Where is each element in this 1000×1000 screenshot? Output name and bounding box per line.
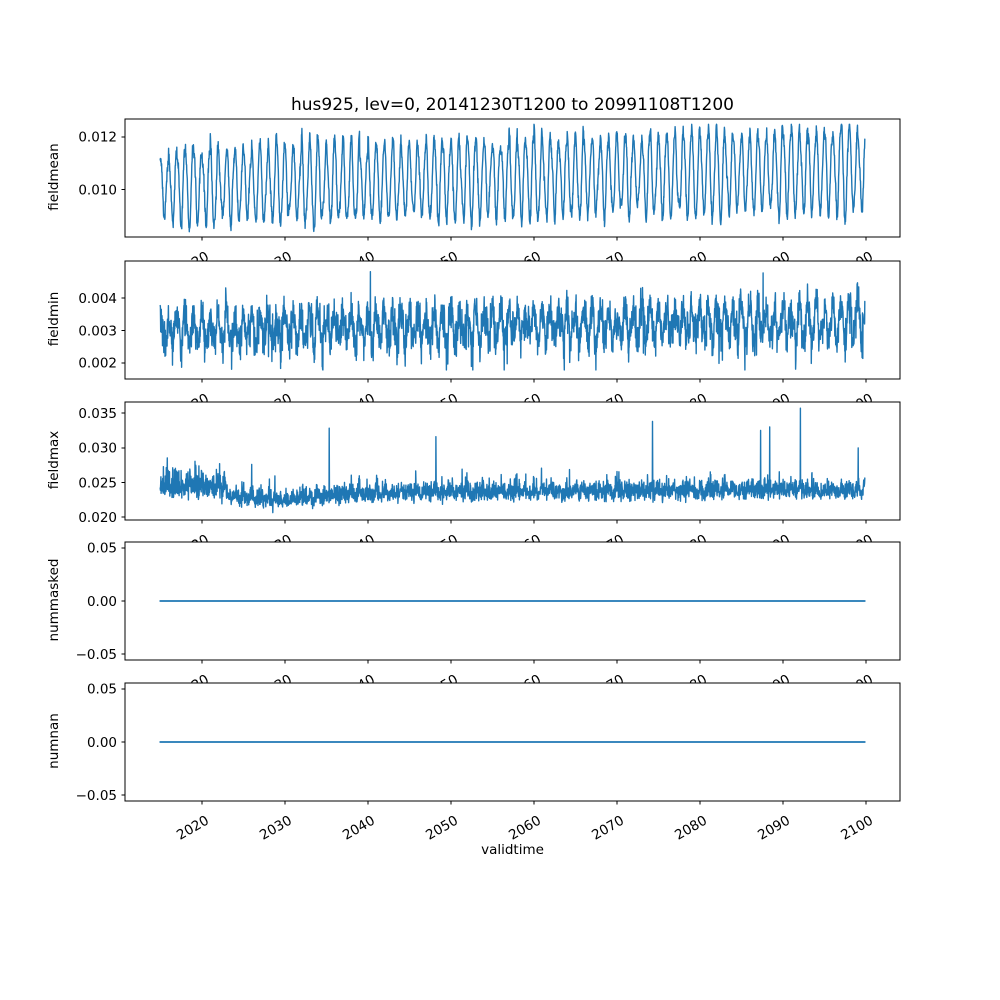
subplot-fieldmax: 0.0200.0250.0300.03520202030204020502060… <box>78 401 901 563</box>
subplot-fieldmin: 0.0020.0030.0042020203020402050206020702… <box>78 260 901 422</box>
y-axis-ticks-fieldmean: 0.010 0.012 <box>78 130 125 198</box>
subplot-nummasked: −0.050.000.05202020302040205020602070208… <box>76 541 901 703</box>
y-tick-label: 0.025 <box>78 475 117 491</box>
x-tick-label: 2030 <box>257 813 295 844</box>
y-axis-ticks-fieldmax: 0.020 0.025 0.030 0.035 <box>78 406 125 526</box>
figure-title: hus925, lev=0, 20141230T1200 to 20991108… <box>291 95 734 115</box>
y-tick-label: 0.012 <box>78 130 117 146</box>
y-axis-label-fieldmin: fieldmin <box>46 291 62 347</box>
y-tick-label: 0.004 <box>78 291 117 307</box>
y-axis-label-fieldmean: fieldmean <box>46 143 62 211</box>
x-tick-label: 2040 <box>340 813 378 844</box>
subplot-numnan: −0.05 0.00 0.05 2020 2030 2040 2050 2060 2070 208… <box>76 682 901 844</box>
x-tick-label: 2020 <box>174 813 212 844</box>
y-axis-ticks-nummasked: −0.05 0.00 0.05 <box>76 541 125 663</box>
series-line-fieldmax <box>159 407 866 514</box>
y-tick-label: 0.05 <box>87 682 117 698</box>
y-tick-label: 0.00 <box>87 594 117 610</box>
y-axis-ticks-numnan: −0.05 0.00 0.05 <box>76 682 125 804</box>
x-axis-label: validtime <box>481 842 544 858</box>
axes-border <box>124 401 901 521</box>
x-tick-label: 2090 <box>755 813 793 844</box>
y-tick-label: 0.003 <box>78 323 117 339</box>
y-axis-label-nummasked: nummasked <box>46 558 62 642</box>
x-tick-label: 2080 <box>672 813 710 844</box>
subplot-fieldmean: 0.0100.012202020302040205020602070208020… <box>78 118 901 280</box>
y-axis-label-fieldmax: fieldmax <box>46 430 62 490</box>
y-tick-label: −0.05 <box>76 647 117 663</box>
y-tick-label: 0.020 <box>78 510 117 526</box>
x-tick-label: 2100 <box>838 813 876 844</box>
x-axis-ticks-numnan: 2020 2030 2040 2050 2060 2070 2080 2090 2100 <box>174 801 876 844</box>
y-tick-label: 0.035 <box>78 406 117 422</box>
y-tick-label: 0.002 <box>78 356 117 372</box>
y-tick-label: −0.05 <box>76 788 117 804</box>
y-tick-label: 0.030 <box>78 441 117 457</box>
axes-border <box>124 260 901 380</box>
y-axis-ticks-fieldmin: 0.002 0.003 0.004 <box>78 291 125 372</box>
x-tick-label: 2070 <box>589 813 627 844</box>
y-tick-label: 0.010 <box>78 182 117 198</box>
x-tick-label: 2060 <box>506 813 544 844</box>
series-line-fieldmin <box>159 270 866 371</box>
series-line-fieldmean <box>159 123 866 233</box>
y-tick-label: 0.00 <box>87 735 117 751</box>
y-tick-label: 0.05 <box>87 541 117 557</box>
axes-border <box>124 118 901 238</box>
y-axis-label-numnan: numnan <box>46 713 62 769</box>
x-tick-label: 2050 <box>423 813 461 844</box>
